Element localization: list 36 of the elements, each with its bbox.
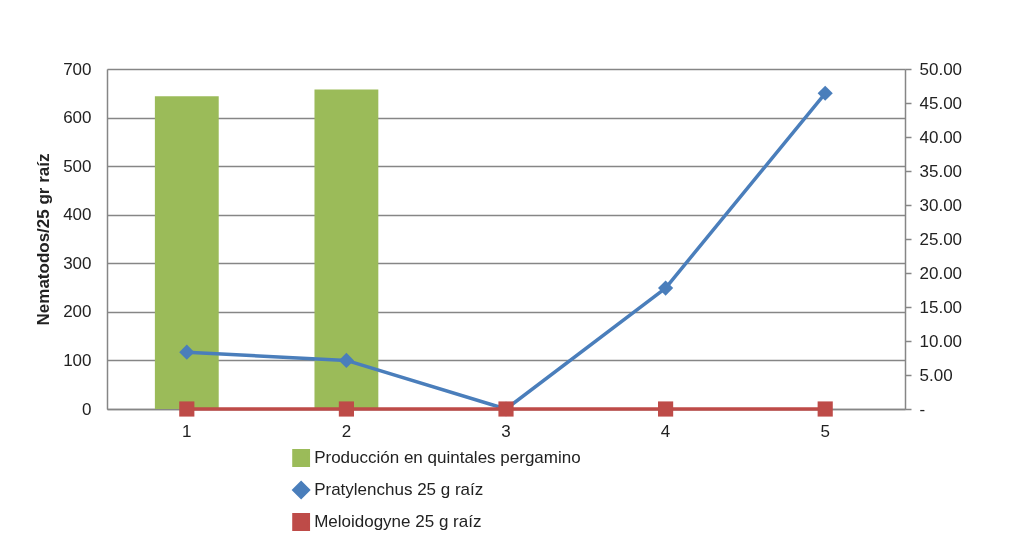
y2-tick-label: 20.00 <box>919 263 963 283</box>
y-tick-label: 200 <box>63 302 92 322</box>
legend-label: Producción en quintales pergamino <box>314 448 581 467</box>
y2-tick-label: 40.00 <box>919 127 963 147</box>
x-tick-label: 4 <box>660 421 671 441</box>
y-tick-label: 700 <box>63 59 92 79</box>
y2-tick-label: 25.00 <box>919 229 963 249</box>
y-tick-label: 600 <box>63 108 92 128</box>
point <box>179 344 195 360</box>
point <box>338 401 354 417</box>
y2-tick-label: 15.00 <box>919 297 963 317</box>
point <box>817 85 833 101</box>
x-tick-label: 2 <box>341 421 352 441</box>
point <box>658 401 674 417</box>
y2-tick-label: 10.00 <box>919 331 963 351</box>
y2-tick-label: 35.00 <box>919 161 963 181</box>
legend-label: Meloidogyne 25 g raíz <box>314 512 482 531</box>
y-axis-title: Nematodos/25 gr raíz <box>34 153 54 326</box>
point <box>658 280 674 296</box>
point <box>817 401 833 417</box>
y2-tick-label: 50.00 <box>919 59 963 79</box>
x-tick-label: 3 <box>501 421 511 441</box>
y-tick-label: 300 <box>63 253 92 273</box>
y-tick-label: 500 <box>63 156 92 176</box>
point <box>338 352 354 369</box>
point <box>179 401 195 417</box>
y-tick-label: 0 <box>82 399 92 419</box>
y2-tick-label: 5.00 <box>919 365 953 385</box>
y-tick-label: 100 <box>63 350 92 370</box>
y2-tick-label: 30.00 <box>919 195 963 215</box>
legend-label: Pratylenchus 25 g raíz <box>314 480 484 499</box>
x-tick-label: 1 <box>182 421 192 441</box>
y2-tick-label: - <box>919 399 926 419</box>
y2-tick-label: 45.00 <box>919 93 963 113</box>
x-tick-label: 5 <box>820 421 830 441</box>
y-tick-label: 400 <box>63 205 92 225</box>
